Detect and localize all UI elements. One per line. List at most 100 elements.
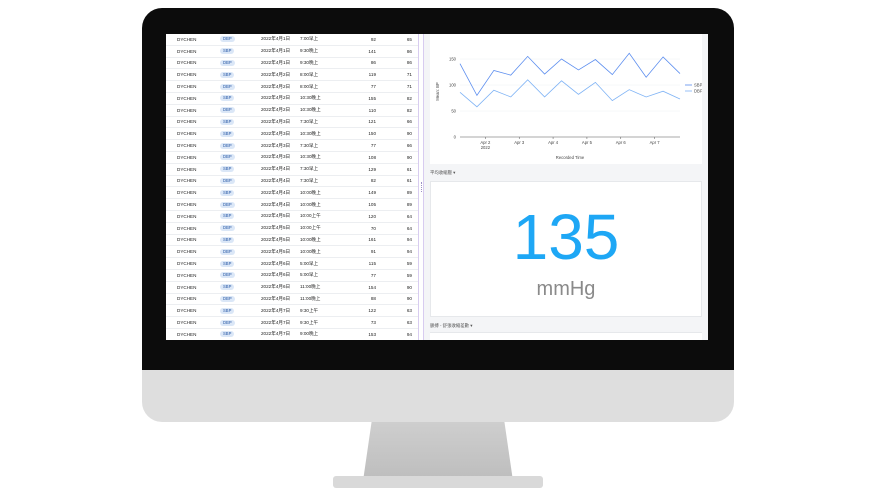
table-row[interactable]: DYCHEN DBP 2022年4月4日 7:30早上 82 61 bbox=[166, 176, 418, 188]
table-cell-type: DBP bbox=[220, 107, 261, 114]
table-row[interactable]: DYCHEN SBP 2022年4月3日 7:30早上 121 66 bbox=[166, 117, 418, 129]
table-cell-v1: 110 bbox=[368, 107, 376, 113]
mean-sbp-section-title[interactable]: 平均收縮壓 ▾ bbox=[430, 170, 456, 175]
table-cell-type: SBP bbox=[220, 48, 261, 55]
table-row[interactable]: DYCHEN DBP 2022年4月1日 9:30晚上 86 86 bbox=[166, 58, 418, 70]
table-row[interactable]: DYCHEN DBP 2022年4月2日 10:30晚上 110 82 bbox=[166, 105, 418, 117]
pane-splitter[interactable] bbox=[418, 34, 424, 340]
table-row[interactable]: DYCHEN DBP 2022年4月7日 9:30上午 73 63 bbox=[166, 317, 418, 329]
table-row[interactable]: DYCHEN DBP 2022年4月3日 10:30晚上 108 90 bbox=[166, 152, 418, 164]
table-row[interactable]: DYCHEN DBP 2022年4月3日 7:30早上 77 66 bbox=[166, 140, 418, 152]
y-tick-label: 150 bbox=[449, 57, 457, 62]
table-row[interactable]: DYCHEN SBP 2022年4月5日 10:00上午 120 64 bbox=[166, 211, 418, 223]
table-cell-type: SBP bbox=[220, 166, 261, 173]
table-cell-v2: 61 bbox=[406, 166, 412, 172]
bp-type-badge: SBP bbox=[220, 166, 235, 173]
table-cell-type: DBP bbox=[220, 272, 261, 279]
table-cell-v1: 121 bbox=[368, 119, 376, 125]
table-cell-time: 10:30晚上 bbox=[300, 107, 321, 113]
table-cell-user: DYCHEN bbox=[177, 296, 197, 302]
bp-type-badge: SBP bbox=[220, 331, 235, 338]
table-cell-date: 2022年4月6日 bbox=[261, 272, 291, 278]
table-cell-time: 11:00晚上 bbox=[300, 284, 321, 290]
table-cell-v1: 82 bbox=[370, 178, 376, 184]
table-cell-user: DYCHEN bbox=[177, 154, 197, 160]
table-row[interactable]: DYCHEN SBP 2022年4月7日 9:00晚上 153 94 bbox=[166, 329, 418, 340]
table-cell-date: 2022年4月6日 bbox=[261, 284, 291, 290]
table-cell-v1: 88 bbox=[370, 296, 376, 302]
table-cell-v2: 90 bbox=[406, 131, 412, 137]
table-row[interactable]: DYCHEN SBP 2022年4月4日 10:00晚上 149 89 bbox=[166, 187, 418, 200]
pulse-diff-section-title[interactable]: 脈搏 - 舒張收縮差數 ▾ bbox=[430, 323, 473, 328]
bp-type-badge: SBP bbox=[220, 284, 235, 291]
y-tick-label: 50 bbox=[451, 109, 456, 114]
table-cell-user: DYCHEN bbox=[177, 261, 197, 267]
x-tick-label: Apr 6 bbox=[616, 140, 627, 145]
table-cell-time: 11:00晚上 bbox=[300, 295, 321, 301]
table-cell-type: SBP bbox=[220, 130, 261, 137]
table-cell-user: DYCHEN bbox=[177, 60, 197, 66]
table-row[interactable]: DYCHEN DBP 2022年4月6日 5:00早上 77 59 bbox=[166, 270, 418, 282]
table-cell-type: DBP bbox=[220, 177, 261, 184]
table-row[interactable]: DYCHEN DBP 2022年4月6日 11:00晚上 88 90 bbox=[166, 294, 418, 306]
table-cell-type: DBP bbox=[220, 36, 261, 43]
table-cell-v2: 89 bbox=[406, 190, 412, 196]
table-cell-user: DYCHEN bbox=[177, 249, 197, 255]
legend-label: SBP bbox=[694, 83, 702, 88]
table-row[interactable]: DYCHEN DBP 2022年4月2日 8:00早上 77 71 bbox=[166, 81, 418, 93]
table-row[interactable]: DYCHEN DBP 2022年4月4日 10:00晚上 105 89 bbox=[166, 199, 418, 211]
table-row[interactable]: DYCHEN SBP 2022年4月7日 9:30上午 122 63 bbox=[166, 305, 418, 318]
table-cell-v2: 63 bbox=[406, 308, 412, 314]
table-cell-time: 10:30晚上 bbox=[300, 130, 321, 136]
table-cell-v2: 94 bbox=[406, 331, 412, 337]
table-cell-v1: 91 bbox=[370, 249, 376, 255]
table-cell-v1: 161 bbox=[368, 237, 376, 243]
table-row[interactable]: DYCHEN SBP 2022年4月2日 10:30晚上 155 82 bbox=[166, 93, 418, 105]
table-cell-time: 9:30上午 bbox=[300, 307, 319, 313]
splitter-grip-icon[interactable] bbox=[421, 182, 423, 192]
x-axis-label: Recorded Time bbox=[556, 155, 585, 160]
table-cell-type: SBP bbox=[220, 284, 261, 291]
table-cell-v2: 86 bbox=[406, 48, 412, 54]
table-cell-type: SBP bbox=[220, 236, 261, 243]
table-cell-v2: 66 bbox=[406, 119, 412, 125]
table-row[interactable]: DYCHEN SBP 2022年4月3日 10:30晚上 150 90 bbox=[166, 128, 418, 141]
table-row[interactable]: DYCHEN SBP 2022年4月6日 5:00早上 115 59 bbox=[166, 258, 418, 270]
records-table[interactable]: DYCHEN DBP 2022年4月1日 7:00早上 92 65 DYCHEN SBP 202… bbox=[166, 34, 418, 340]
table-cell-time: 8:00早上 bbox=[300, 71, 319, 77]
table-cell-type: DBP bbox=[220, 83, 261, 90]
table-cell-date: 2022年4月7日 bbox=[261, 319, 291, 325]
table-cell-v1: 86 bbox=[370, 60, 376, 66]
bp-type-badge: SBP bbox=[220, 307, 235, 314]
x-tick-label: Apr 3 bbox=[514, 140, 525, 145]
table-cell-date: 2022年4月2日 bbox=[261, 95, 291, 101]
table-cell-v2: 66 bbox=[406, 143, 412, 149]
table-cell-v2: 90 bbox=[406, 154, 412, 160]
table-cell-time: 10:00晚上 bbox=[300, 236, 321, 242]
table-cell-date: 2022年4月4日 bbox=[261, 189, 291, 195]
table-row[interactable]: DYCHEN SBP 2022年4月6日 11:00晚上 154 90 bbox=[166, 282, 418, 294]
x-tick-label: Apr 2 bbox=[480, 140, 491, 145]
table-cell-user: DYCHEN bbox=[177, 190, 197, 196]
table-cell-time: 5:00早上 bbox=[300, 260, 319, 266]
table-cell-v1: 77 bbox=[370, 143, 376, 149]
table-cell-type: DBP bbox=[220, 295, 261, 302]
table-row[interactable]: DYCHEN SBP 2022年4月1日 9:30晚上 141 86 bbox=[166, 46, 418, 58]
table-cell-time: 10:30晚上 bbox=[300, 95, 321, 101]
table-row[interactable]: DYCHEN DBP 2022年4月5日 10:00上午 70 64 bbox=[166, 223, 418, 235]
table-row[interactable]: DYCHEN SBP 2022年4月2日 8:00早上 119 71 bbox=[166, 69, 418, 82]
table-cell-user: DYCHEN bbox=[177, 107, 197, 113]
table-cell-v1: 122 bbox=[368, 308, 376, 314]
table-cell-type: DBP bbox=[220, 59, 261, 66]
table-cell-v1: 73 bbox=[370, 320, 376, 326]
table-row[interactable]: DYCHEN DBP 2022年4月1日 7:00早上 92 65 bbox=[166, 34, 418, 46]
table-cell-type: SBP bbox=[220, 71, 261, 78]
table-cell-user: DYCHEN bbox=[177, 36, 197, 42]
table-cell-type: SBP bbox=[220, 260, 261, 267]
table-cell-user: DYCHEN bbox=[177, 143, 197, 149]
table-row[interactable]: DYCHEN SBP 2022年4月5日 10:00晚上 161 94 bbox=[166, 235, 418, 247]
table-cell-v2: 59 bbox=[406, 261, 412, 267]
table-row[interactable]: DYCHEN SBP 2022年4月4日 7:30早上 129 61 bbox=[166, 164, 418, 176]
table-row[interactable]: DYCHEN DBP 2022年4月5日 10:00晚上 91 94 bbox=[166, 246, 418, 259]
y-axis-label: Mean: BP bbox=[435, 82, 440, 101]
